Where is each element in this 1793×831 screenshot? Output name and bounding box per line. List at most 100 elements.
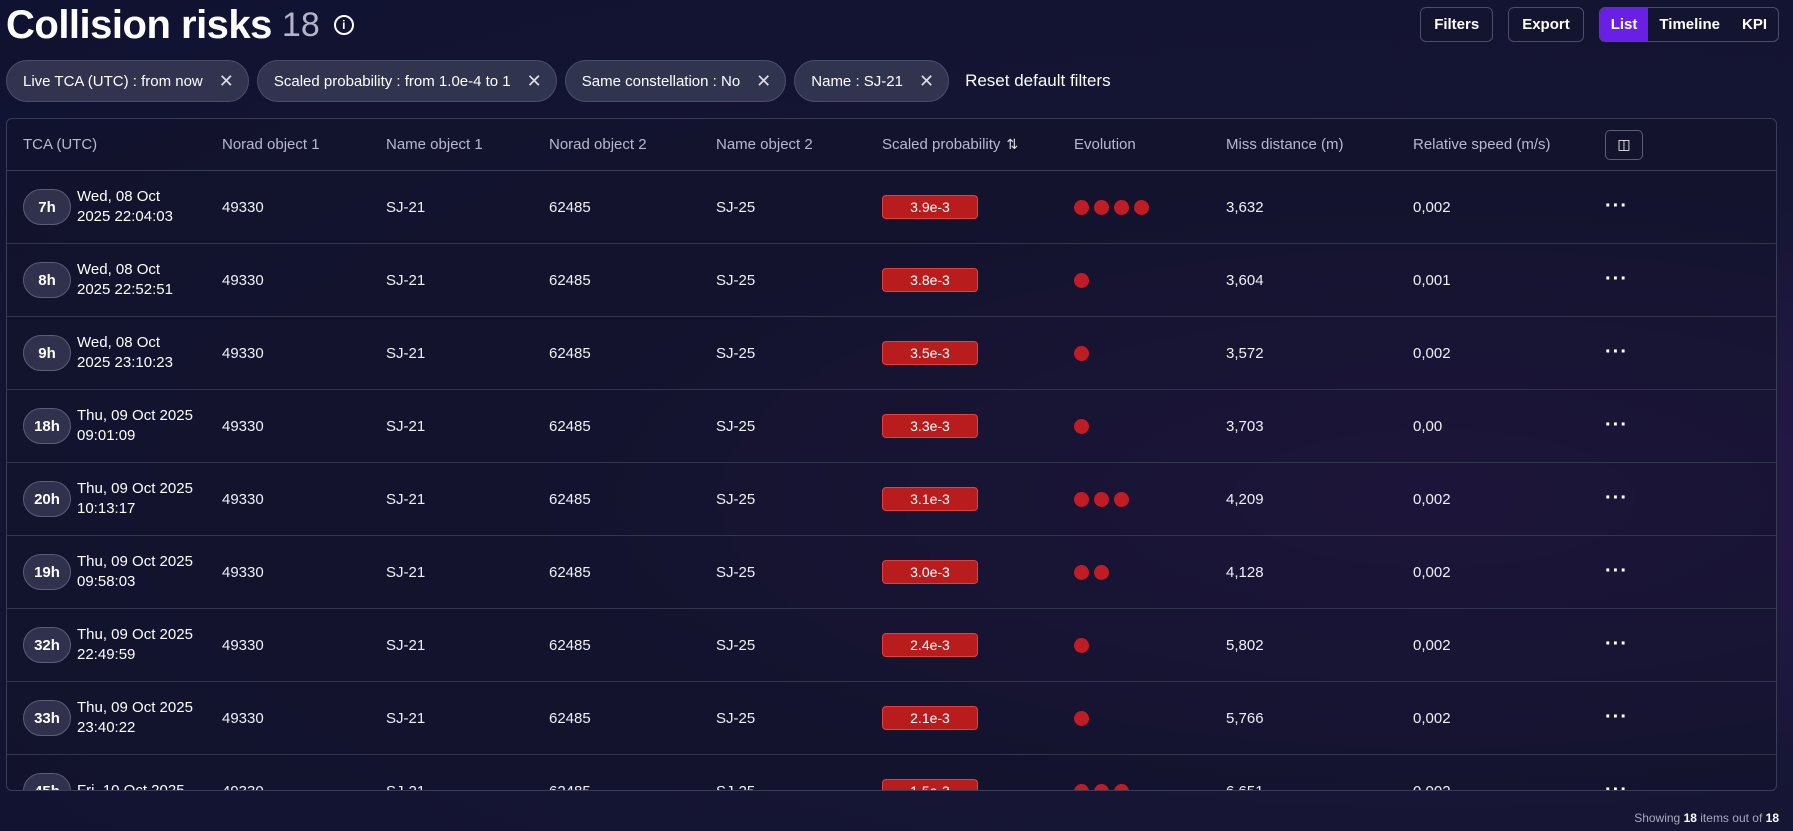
filter-chip-label: Same constellation : No (581, 72, 741, 90)
close-icon[interactable]: ✕ (756, 70, 772, 91)
more-actions-icon[interactable]: ··· (1605, 632, 1628, 655)
table-row[interactable]: 9h Wed, 08 Oct 2025 23:10:23 49330 SJ-21 6248… (7, 317, 1776, 390)
table-row[interactable]: 8h Wed, 08 Oct 2025 22:52:51 49330 SJ-21 6248… (7, 244, 1776, 317)
evolution-dots (1074, 710, 1226, 726)
close-icon[interactable]: ✕ (918, 70, 935, 91)
tca-date: Thu, 09 Oct 2025 09:01:09 (77, 407, 193, 444)
filter-chips: Live TCA (UTC) : from now ✕ Scaled proba… (6, 60, 1111, 102)
name-object-2: SJ-25 (716, 636, 756, 654)
probability-badge: 3.0e-3 (882, 560, 978, 584)
close-icon[interactable]: ✕ (218, 70, 234, 91)
more-actions-icon[interactable]: ··· (1605, 267, 1628, 290)
relative-speed: 0,002 (1413, 782, 1451, 791)
table-row[interactable]: 19h Thu, 09 Oct 2025 09:58:03 49330 SJ-21 624… (7, 536, 1776, 609)
norad-object-2: 62485 (549, 709, 591, 727)
filter-chip-label: Name : SJ-21 (811, 72, 903, 90)
norad-object-1: 49330 (222, 636, 264, 654)
total-count: 18 (1765, 811, 1779, 825)
filter-chip-label: Live TCA (UTC) : from now (23, 72, 203, 90)
table-row[interactable]: 32h Thu, 09 Oct 2025 22:49:59 49330 SJ-21 624… (7, 609, 1776, 682)
relative-speed: 0,001 (1413, 271, 1451, 289)
column-header-norad2[interactable]: Norad object 2 (549, 136, 647, 153)
name-object-1: SJ-21 (386, 417, 426, 435)
page-title: Collision risks (6, 2, 272, 47)
name-object-1: SJ-21 (386, 198, 426, 216)
relative-time-badge: 19h (23, 554, 71, 590)
sort-descending-icon[interactable]: ⇅ (1006, 136, 1019, 152)
evolution-dots (1074, 272, 1226, 288)
tca-date: Wed, 08 Oct 2025 23:10:23 (77, 334, 173, 371)
filter-chip[interactable]: Live TCA (UTC) : from now ✕ (6, 60, 249, 102)
reset-filters-link[interactable]: Reset default filters (965, 71, 1111, 90)
norad-object-2: 62485 (549, 271, 591, 289)
table-body: 7h Wed, 08 Oct 2025 22:04:03 49330 SJ-21 6248… (7, 171, 1776, 791)
column-header-probability-label: Scaled probability (882, 136, 1001, 153)
more-actions-icon[interactable]: ··· (1605, 778, 1628, 791)
table-row[interactable]: 45h Fri, 10 Oct 2025 49330 SJ-21 62485 SJ-25 1… (7, 755, 1776, 791)
evolution-dot (1074, 491, 1089, 507)
table-row[interactable]: 20h Thu, 09 Oct 2025 10:13:17 49330 SJ-21 624… (7, 463, 1776, 536)
more-actions-icon[interactable]: ··· (1605, 486, 1628, 509)
view-timeline-tab[interactable]: Timeline (1659, 16, 1720, 33)
more-actions-icon[interactable]: ··· (1605, 705, 1628, 728)
collision-table: TCA (UTC) Norad object 1 Name object 1 N… (6, 118, 1777, 791)
column-header-miss-distance[interactable]: Miss distance (m) (1226, 136, 1344, 153)
column-header-tca[interactable]: TCA (UTC) (23, 136, 98, 153)
shown-count: 18 (1683, 811, 1697, 825)
pagination-footer: Showing 18 items out of 18 (1634, 811, 1779, 825)
column-header-name1[interactable]: Name object 1 (386, 136, 483, 153)
miss-distance: 5,766 (1226, 709, 1264, 727)
column-header-name2[interactable]: Name object 2 (716, 136, 813, 153)
more-actions-icon[interactable]: ··· (1605, 413, 1628, 436)
column-header-relative-speed[interactable]: Relative speed (m/s) (1413, 136, 1551, 153)
export-button[interactable]: Export (1508, 7, 1584, 42)
miss-distance: 3,604 (1226, 271, 1264, 289)
filter-chip[interactable]: Same constellation : No ✕ (564, 60, 787, 102)
norad-object-2: 62485 (549, 490, 591, 508)
column-header-probability[interactable]: Scaled probability ⇅ (882, 136, 1074, 153)
norad-object-1: 49330 (222, 709, 264, 727)
view-kpi-tab[interactable]: KPI (1741, 16, 1767, 33)
evolution-dot (1074, 637, 1089, 653)
table-row[interactable]: 7h Wed, 08 Oct 2025 22:04:03 49330 SJ-21 6248… (7, 171, 1776, 244)
relative-time-badge: 8h (23, 262, 71, 298)
evolution-dot (1114, 491, 1129, 507)
name-object-1: SJ-21 (386, 563, 426, 581)
name-object-2: SJ-25 (716, 563, 756, 581)
table-header: TCA (UTC) Norad object 1 Name object 1 N… (7, 119, 1776, 171)
name-object-1: SJ-21 (386, 271, 426, 289)
view-list-tab[interactable]: List (1599, 8, 1649, 41)
relative-time-badge: 32h (23, 627, 71, 663)
filter-chip[interactable]: Name : SJ-21 ✕ (794, 60, 950, 102)
name-object-2: SJ-25 (716, 490, 756, 508)
close-icon[interactable]: ✕ (526, 70, 542, 91)
norad-object-2: 62485 (549, 198, 591, 216)
relative-time-badge: 33h (23, 700, 71, 736)
more-actions-icon[interactable]: ··· (1605, 340, 1628, 363)
column-header-norad1[interactable]: Norad object 1 (222, 136, 320, 153)
filters-button[interactable]: Filters (1420, 7, 1494, 42)
more-actions-icon[interactable]: ··· (1605, 559, 1628, 582)
table-row[interactable]: 18h Thu, 09 Oct 2025 09:01:09 49330 SJ-21 624… (7, 390, 1776, 463)
norad-object-1: 49330 (222, 198, 264, 216)
column-settings-icon[interactable]: ◫ (1605, 129, 1643, 160)
table-row[interactable]: 33h Thu, 09 Oct 2025 23:40:22 49330 SJ-21 624… (7, 682, 1776, 755)
more-actions-icon[interactable]: ··· (1605, 194, 1628, 217)
name-object-2: SJ-25 (716, 344, 756, 362)
name-object-2: SJ-25 (716, 782, 756, 791)
info-icon[interactable]: i (333, 15, 354, 35)
name-object-1: SJ-21 (386, 344, 426, 362)
name-object-2: SJ-25 (716, 198, 756, 216)
column-header-evolution[interactable]: Evolution (1074, 136, 1136, 153)
miss-distance: 4,128 (1226, 563, 1264, 581)
evolution-dot (1074, 199, 1089, 215)
probability-badge: 1.5e-3 (882, 779, 978, 790)
miss-distance: 3,632 (1226, 198, 1264, 216)
evolution-dots (1074, 418, 1226, 434)
filter-chip[interactable]: Scaled probability : from 1.0e-4 to 1 ✕ (256, 60, 557, 102)
probability-badge: 3.9e-3 (882, 195, 978, 219)
evolution-dots (1074, 637, 1226, 653)
name-object-1: SJ-21 (386, 782, 426, 791)
toolbar: Filters Export List Timeline KPI (1420, 7, 1779, 42)
